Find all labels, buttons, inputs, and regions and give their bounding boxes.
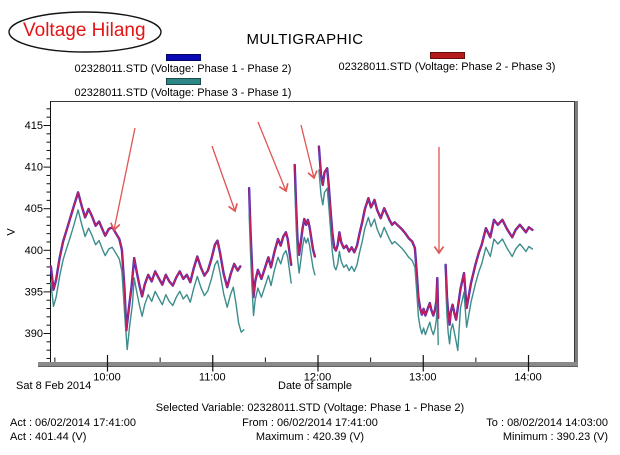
- legend-item-phase2-phase3: 02328011.STD (Voltage: Phase 2 - Phase 3…: [336, 52, 558, 73]
- event-arrow: [300, 124, 318, 180]
- legend-label: 02328011.STD (Voltage: Phase 3 - Phase 1…: [74, 87, 292, 99]
- series-segment: [248, 212, 292, 317]
- x-axis-label: Date of sample: [278, 380, 352, 392]
- event-arrows: [110, 121, 445, 255]
- y-tick-label: 410: [25, 162, 43, 174]
- x-tick-label: 10:00: [93, 372, 121, 384]
- y-tick-label: 415: [25, 120, 43, 132]
- x-tick-label: 12:00: [304, 372, 332, 384]
- y-tick-label: 405: [25, 203, 43, 215]
- y-tick-label: 395: [25, 286, 43, 298]
- y-tick-label: 400: [25, 245, 43, 257]
- x-tick-label: 11:00: [199, 372, 226, 384]
- chart-title: MULTIGRAPHIC: [246, 31, 364, 48]
- minimum-value-text: Minimum : 390.23 (V): [502, 431, 608, 443]
- legend-swatch-phase3-phase1: [165, 78, 201, 85]
- y-axis: 390 395 400 405 410 415: [25, 108, 51, 359]
- series-segment: [248, 187, 292, 298]
- maximum-value-text: Maximum : 420.39 (V): [255, 431, 365, 443]
- series-segment: [294, 184, 316, 276]
- act-value-text: Act : 401.44 (V): [10, 431, 87, 443]
- event-arrow: [211, 145, 238, 213]
- from-time-text: From : 06/02/2014 17:41:00: [242, 417, 378, 429]
- act-time-text: Act : 06/02/2014 17:41:00: [10, 417, 136, 429]
- series-segment: [318, 169, 439, 346]
- event-arrow: [110, 127, 136, 232]
- series-segment: [444, 219, 534, 326]
- legend-swatch-phase2-phase3: [429, 52, 465, 59]
- selected-variable-text: Selected Variable: 02328011.STD (Voltage…: [155, 402, 465, 414]
- y-tick-label: 390: [25, 328, 43, 340]
- legend-item-phase1-phase2: 02328011.STD (Voltage: Phase 1 - Phase 2…: [72, 54, 294, 75]
- x-tick-label: 14:00: [514, 372, 542, 384]
- annotation-ellipse: [8, 11, 162, 53]
- legend-item-phase3-phase1: 02328011.STD (Voltage: Phase 3 - Phase 1…: [72, 78, 294, 99]
- x-axis: 10:00 11:00 12:00 13:00 14:00: [54, 355, 542, 384]
- series-2: [50, 145, 534, 332]
- voltage-hilang-callout: Voltage Hilang: [23, 20, 146, 41]
- legend-label: 02328011.STD (Voltage: Phase 1 - Phase 2…: [74, 63, 292, 75]
- series-segment: [444, 238, 534, 352]
- x-axis-start-date: Sat 8 Feb 2014: [16, 380, 92, 392]
- to-time-text: To : 08/02/2014 14:03:00: [486, 417, 608, 429]
- series-segment: [50, 191, 242, 332]
- legend-label: 02328011.STD (Voltage: Phase 2 - Phase 3…: [338, 61, 556, 73]
- series-0: [49, 145, 534, 332]
- legend-swatch-phase1-phase2: [165, 54, 201, 61]
- plot-frame-right-shadow: [575, 101, 578, 366]
- series-1: [50, 169, 534, 352]
- y-axis-label: V: [5, 228, 18, 236]
- series-segment: [293, 164, 316, 258]
- series-segment: [318, 145, 439, 319]
- x-axis-bar: [38, 362, 578, 367]
- series-segment: [50, 209, 245, 351]
- event-arrow: [257, 121, 289, 193]
- x-tick-label: 13:00: [409, 372, 437, 384]
